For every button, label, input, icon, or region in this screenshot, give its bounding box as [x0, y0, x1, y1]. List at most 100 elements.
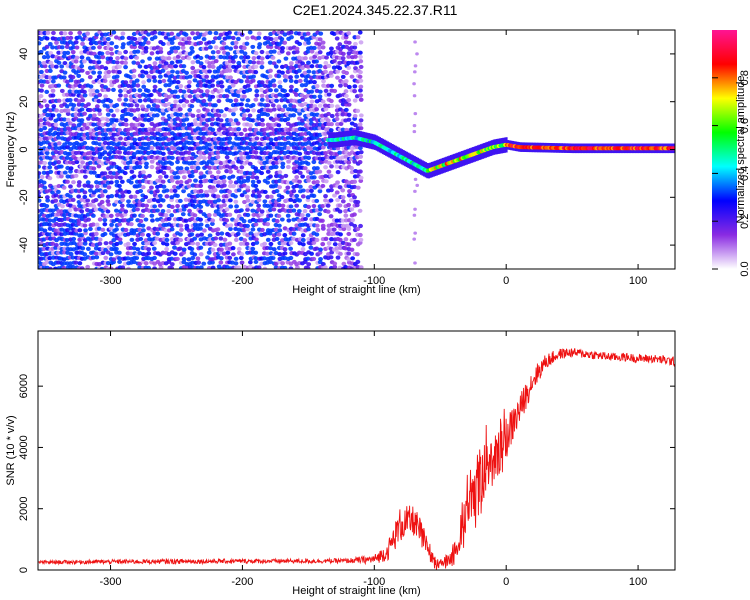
heatmap-cell — [317, 64, 323, 69]
heatmap-cell — [259, 102, 264, 107]
heatmap-cell — [276, 213, 282, 219]
heatmap-cell — [94, 222, 100, 227]
heatmap-cell — [96, 55, 102, 60]
heatmap-cell — [53, 193, 59, 198]
heatmap-cell — [141, 170, 146, 175]
heatmap-cell — [105, 112, 111, 117]
heatmap-cell — [323, 174, 329, 179]
heatmap-cell — [334, 116, 340, 122]
heatmap-cell — [198, 140, 204, 145]
heatmap-cell — [163, 65, 169, 70]
heatmap-cell — [323, 107, 329, 112]
heatmap-cell — [198, 55, 204, 61]
heatmap-cell — [47, 226, 53, 231]
heatmap-cell — [187, 79, 192, 85]
heatmap-cell — [221, 179, 227, 184]
heatmap-cell — [181, 64, 187, 69]
heatmap-cell — [164, 188, 170, 193]
heatmap-cell — [203, 46, 209, 51]
heatmap-cell — [329, 83, 335, 88]
colorbar-gradient — [712, 30, 737, 269]
heatmap-cell — [302, 166, 308, 171]
heatmap-cell — [44, 36, 50, 41]
heatmap-cell — [111, 123, 117, 128]
heatmap-cell — [318, 207, 323, 212]
heatmap-cell — [178, 179, 184, 185]
heatmap-cell — [175, 70, 180, 75]
heatmap-cell — [152, 84, 158, 90]
heatmap-cell — [245, 108, 251, 113]
heatmap-cell — [346, 31, 352, 36]
heatmap-cell — [293, 92, 299, 97]
heatmap-cell — [142, 117, 148, 122]
heatmap-cell — [338, 251, 343, 256]
heatmap-cell — [346, 242, 352, 247]
heatmap-cell — [90, 213, 96, 218]
heatmap-cell — [190, 65, 196, 71]
heatmap-cell — [56, 189, 61, 195]
heatmap-cell — [276, 203, 282, 208]
heatmap-cell — [228, 118, 234, 123]
heatmap-cell — [184, 117, 190, 122]
heatmap-cell — [314, 232, 320, 237]
heatmap-cell — [190, 31, 195, 36]
heatmap-cell — [154, 113, 160, 118]
heatmap-cell — [120, 31, 126, 36]
heatmap-cell — [305, 150, 311, 156]
heatmap-cell — [265, 180, 271, 185]
heatmap-cell — [201, 64, 207, 70]
heatmap-cell — [323, 179, 329, 184]
heatmap-cell — [60, 204, 65, 209]
heatmap-cell — [247, 113, 253, 118]
heatmap-cell — [328, 128, 334, 133]
heatmap-cell — [268, 108, 274, 113]
heatmap-cell — [230, 89, 235, 94]
heatmap-cell — [195, 256, 201, 261]
heatmap-cell — [328, 50, 334, 55]
heatmap-cell — [285, 213, 291, 218]
heatmap-cell — [283, 56, 289, 61]
heatmap-cell — [207, 233, 213, 238]
heatmap-cell — [212, 188, 218, 193]
heatmap-cell — [329, 188, 334, 193]
heatmap-cell — [123, 122, 129, 127]
heatmap-cell — [79, 233, 85, 238]
heatmap-cell — [343, 79, 349, 84]
heatmap-cell — [270, 103, 276, 108]
heatmap-cell — [276, 197, 282, 203]
heatmap-cell — [198, 226, 203, 231]
heatmap-cell — [47, 256, 53, 261]
heatmap-cell — [326, 63, 332, 69]
heatmap-cell — [114, 78, 120, 83]
heatmap-cell — [131, 60, 137, 65]
heatmap-cell — [277, 170, 283, 175]
heatmap-cell — [346, 97, 352, 103]
heatmap-cell — [55, 212, 61, 217]
heatmap-cell — [328, 173, 334, 178]
heatmap-cell — [74, 159, 80, 165]
heatmap-cell — [350, 218, 356, 223]
heatmap-cell — [358, 265, 364, 269]
heatmap-cell — [355, 35, 361, 40]
heatmap-cell — [215, 227, 221, 232]
heatmap-cell — [285, 92, 290, 98]
heatmap-cell — [268, 194, 274, 199]
heatmap-cell — [123, 80, 129, 85]
heatmap-cell — [265, 169, 271, 174]
heatmap-cell — [326, 92, 332, 97]
heatmap-cell — [244, 35, 250, 41]
heatmap-cell — [198, 189, 204, 194]
heatmap-cell — [282, 78, 288, 83]
heatmap-cell — [73, 207, 79, 212]
heatmap-cell — [56, 183, 62, 189]
heatmap-cell — [140, 74, 145, 79]
heatmap-cell — [149, 164, 155, 170]
heatmap-cell — [297, 78, 303, 84]
heatmap-cell — [347, 189, 352, 194]
heatmap-cell — [73, 156, 79, 161]
heatmap-cell — [82, 59, 87, 64]
heatmap-cell — [149, 145, 155, 151]
heatmap-cell — [73, 59, 79, 64]
heatmap-cell — [202, 156, 207, 161]
